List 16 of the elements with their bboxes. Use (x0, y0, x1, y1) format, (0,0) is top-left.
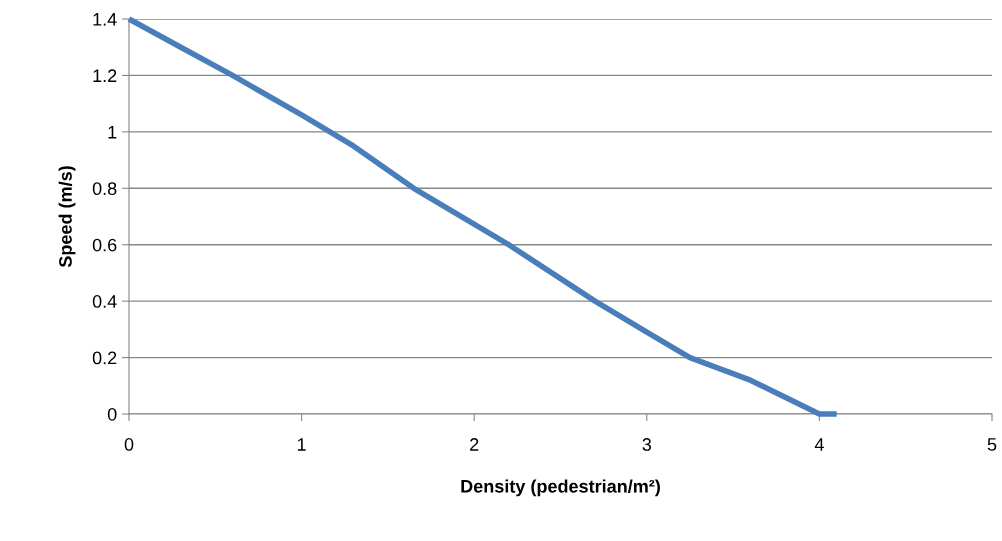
x-tick-label: 4 (814, 438, 824, 451)
y-tick-label: 0 (107, 407, 117, 421)
x-tick-label: 1 (297, 438, 306, 451)
y-tick-label: 1 (108, 125, 117, 139)
y-tick-label: 0.4 (92, 295, 117, 308)
y-tick-label: 0.2 (92, 351, 117, 365)
x-tick-label: 3 (642, 438, 652, 451)
x-tick-label: 5 (987, 438, 997, 451)
y-axis-title: Speed (m/s) (58, 166, 76, 268)
x-tick-label: 0 (124, 438, 134, 451)
y-tick-label: 0.8 (92, 182, 117, 196)
x-tick-label: 2 (470, 438, 479, 451)
y-tick-label: 1.4 (93, 13, 117, 26)
y-tick-label: 1.2 (93, 69, 117, 82)
y-tick-label: 0.6 (92, 238, 117, 252)
x-axis-title: Density (pedestrian/m²) (461, 479, 660, 497)
